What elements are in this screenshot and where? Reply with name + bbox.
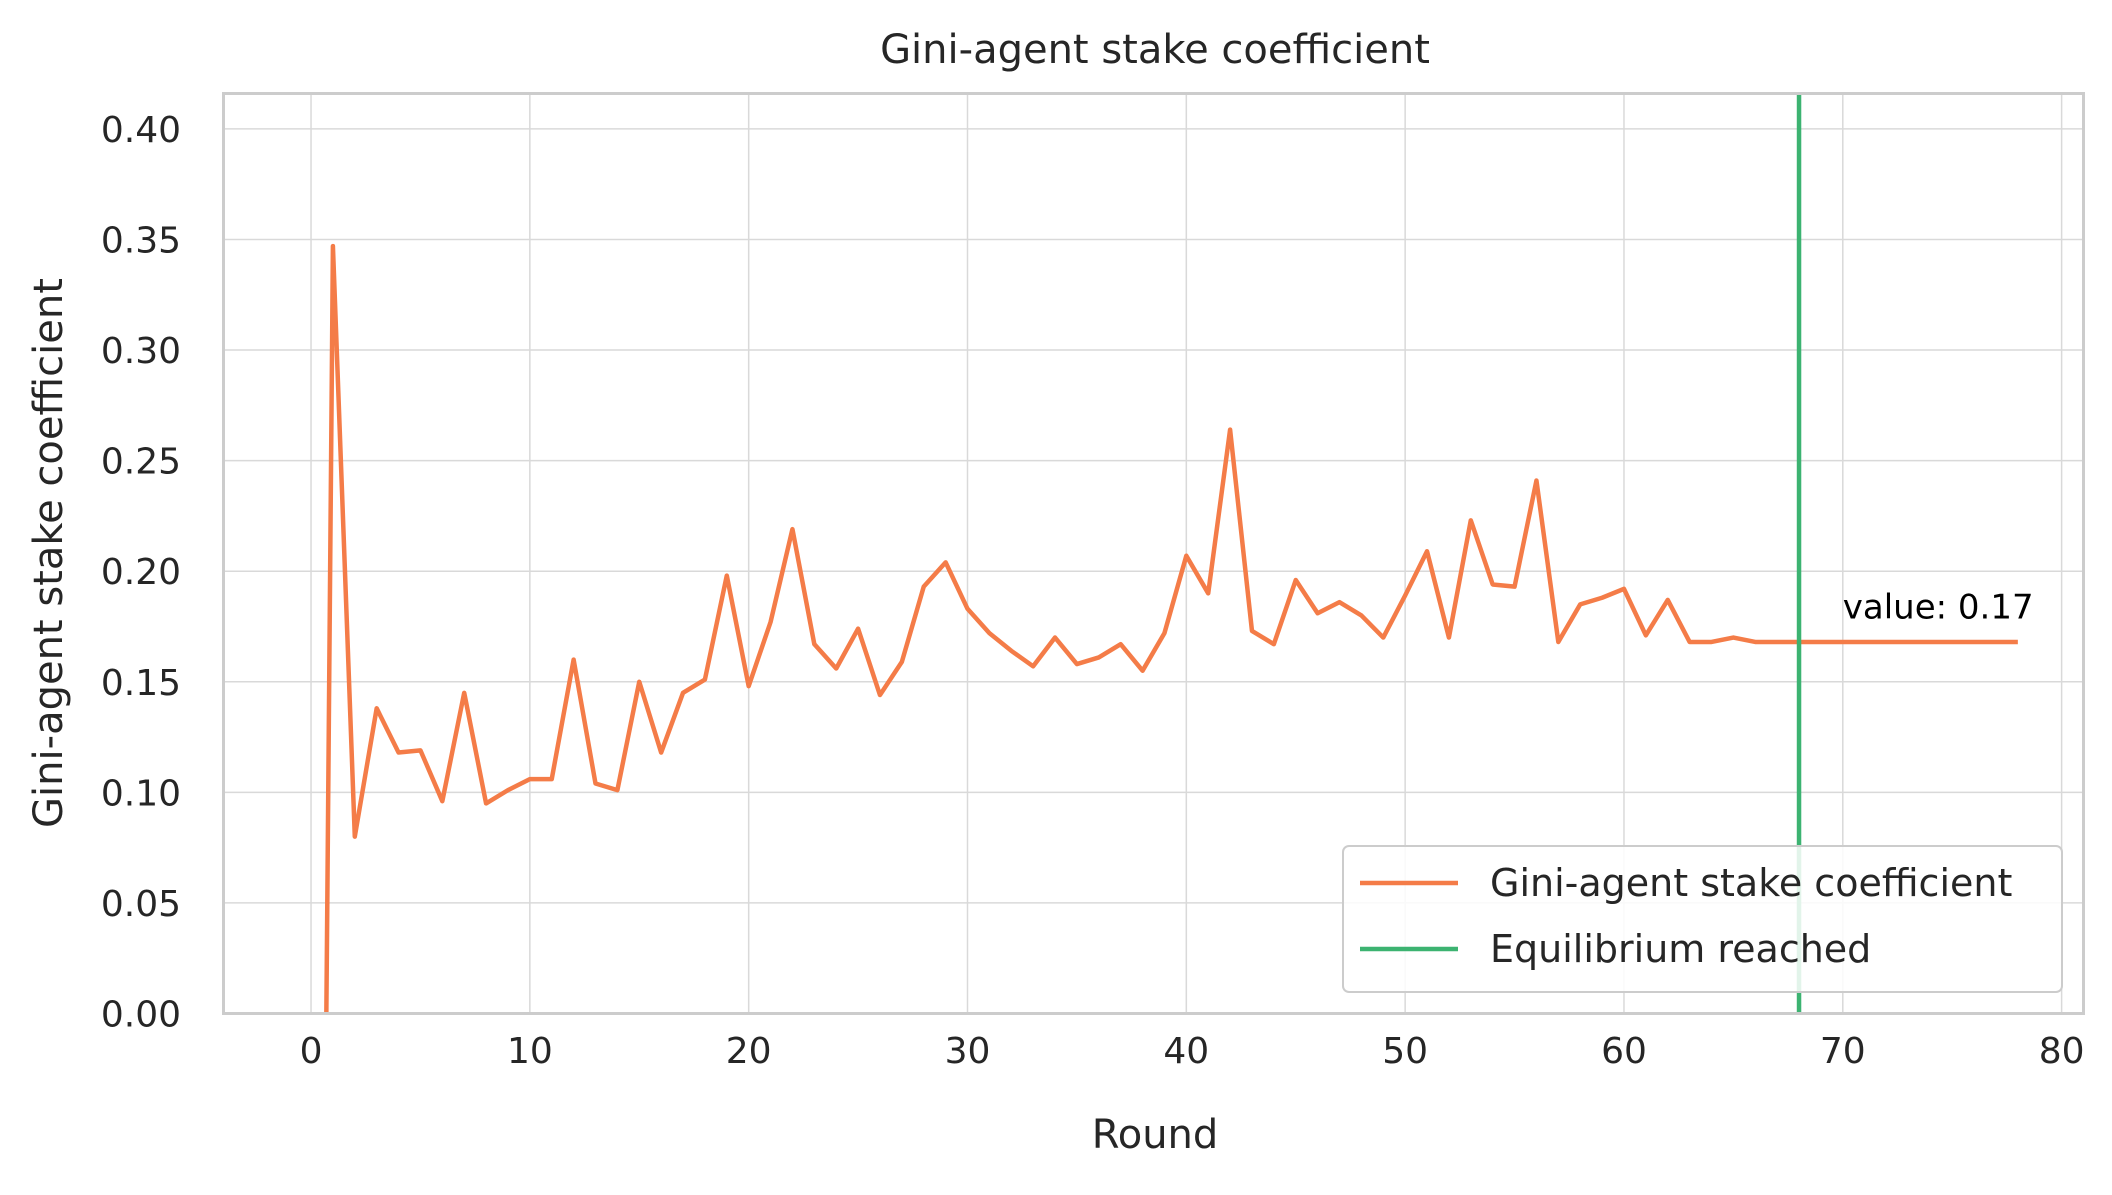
legend-label-1: Equilibrium reached [1490,927,1871,971]
annotations: value: 0.17 [1843,588,2034,628]
x-tick-labels: 0 10 20 30 40 50 60 70 80 [300,1031,2085,1072]
y-tick-label-0: 0.00 [101,995,181,1036]
x-tick-label-0: 0 [300,1031,323,1072]
y-tick-label-8: 0.40 [101,110,181,151]
legend-label-0: Gini-agent stake coefficient [1490,861,2012,905]
y-tick-label-4: 0.20 [101,552,181,593]
y-tick-label-6: 0.30 [101,331,181,372]
x-tick-label-5: 50 [1382,1031,1428,1072]
chart-title: Gini-agent stake coefficient [880,27,1430,73]
x-tick-label-7: 70 [1820,1031,1866,1072]
x-tick-label-3: 30 [945,1031,991,1072]
annotation-0: value: 0.17 [1843,588,2034,628]
legend: Gini-agent stake coefficient Equilibrium … [1343,846,2062,992]
x-tick-label-4: 40 [1163,1031,1209,1072]
y-tick-label-1: 0.05 [101,884,181,925]
y-tick-label-2: 0.10 [101,773,181,814]
x-tick-label-2: 20 [726,1031,772,1072]
x-tick-label-1: 10 [507,1031,553,1072]
x-axis-label: Round [1092,1112,1219,1158]
y-tick-label-7: 0.35 [101,220,181,261]
y-tick-label-3: 0.15 [101,663,181,704]
x-tick-label-8: 80 [2039,1031,2085,1072]
y-axis-label: Gini-agent stake coefficient [26,278,72,828]
x-tick-label-6: 60 [1601,1031,1647,1072]
y-tick-label-5: 0.25 [101,442,181,483]
y-tick-labels: 0.00 0.05 0.10 0.15 0.20 0.25 0.30 0.35 0.40 [101,110,181,1036]
